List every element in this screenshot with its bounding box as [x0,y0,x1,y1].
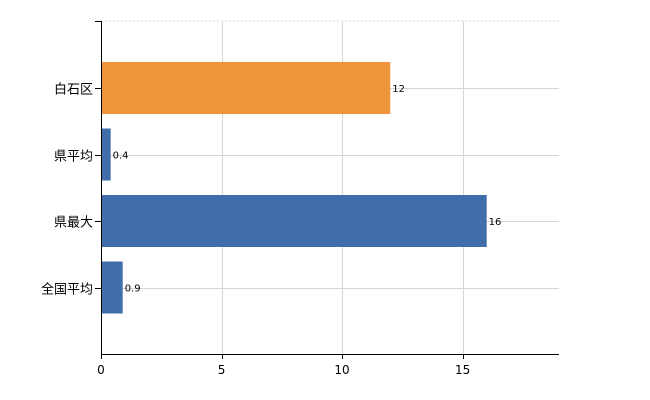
x-tick-label: 0 [97,363,105,377]
bar [101,128,111,181]
bars [101,62,487,314]
bar-value-label: 0.9 [125,284,141,295]
bar [101,261,123,314]
x-tick-label: 5 [218,363,226,377]
category-label: 県最大 [54,216,93,231]
bar [101,62,391,114]
bar-value-label: 12 [392,84,405,95]
category-label: 白石区 [54,82,93,98]
x-tick-label: 10 [334,363,349,377]
category-label: 県平均 [54,150,93,165]
axes [95,21,559,359]
x-tick-label: 15 [455,363,470,377]
bar-value-label: 16 [489,217,502,228]
category-label: 全国平均 [41,282,93,298]
bar-value-label: 0.4 [113,151,129,162]
bar [101,195,487,247]
